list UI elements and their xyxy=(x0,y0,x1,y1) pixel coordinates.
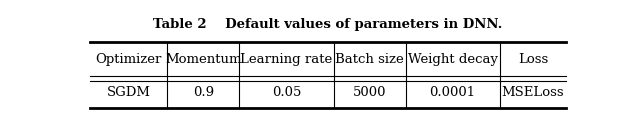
Text: Batch size: Batch size xyxy=(335,53,404,66)
Text: Optimizer: Optimizer xyxy=(95,53,162,66)
Text: SGDM: SGDM xyxy=(107,86,150,99)
Text: 0.0001: 0.0001 xyxy=(429,86,476,99)
Text: Loss: Loss xyxy=(518,53,548,66)
Text: Weight decay: Weight decay xyxy=(408,53,497,66)
Text: 0.05: 0.05 xyxy=(272,86,301,99)
Text: Table 2    Default values of parameters in DNN.: Table 2 Default values of parameters in … xyxy=(154,18,502,31)
Text: MSELoss: MSELoss xyxy=(502,86,564,99)
Text: 5000: 5000 xyxy=(353,86,387,99)
Text: 0.9: 0.9 xyxy=(193,86,214,99)
Text: Learning rate: Learning rate xyxy=(241,53,333,66)
Text: Momentum: Momentum xyxy=(165,53,242,66)
